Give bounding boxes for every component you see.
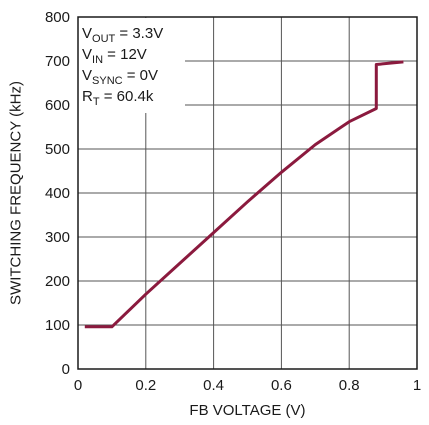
x-axis: 0 0.2 0.4 0.6 0.8 1: [74, 377, 421, 394]
x-tick-label: 0.6: [271, 377, 292, 394]
y-tick-label: 600: [45, 97, 70, 114]
x-tick-label: 0.2: [135, 377, 156, 394]
x-tick-label: 1: [413, 377, 421, 394]
y-tick-label: 300: [45, 229, 70, 246]
y-tick-label: 200: [45, 273, 70, 290]
x-tick-label: 0.8: [339, 377, 360, 394]
y-axis-label: SWITCHING FREQUENCY (kHz): [8, 81, 25, 305]
y-tick-label: 500: [45, 141, 70, 158]
series-group: [84, 60, 404, 329]
annotation-line: RT = 60.4k: [82, 88, 154, 108]
series-line: [84, 60, 404, 329]
legend-box: [75, 18, 185, 113]
plot-frame: [77, 16, 418, 370]
y-tick-label: 0: [62, 361, 70, 378]
y-tick-label: 700: [45, 53, 70, 70]
y-tick-label: 100: [45, 317, 70, 334]
annotation-line: VSYNC = 0V: [82, 67, 158, 87]
annotation-line: VOUT = 3.3V: [82, 25, 163, 45]
x-axis-label: FB VOLTAGE (V): [189, 402, 305, 419]
y-tick-label: 800: [45, 9, 70, 26]
x-tick-label: 0.4: [203, 377, 224, 394]
annotation-line: VIN = 12V: [82, 46, 147, 66]
x-tick-label: 0: [74, 377, 82, 394]
y-tick-label: 400: [45, 185, 70, 202]
y-axis: 0 100 200 300 400 500 600 700 800: [45, 9, 70, 378]
